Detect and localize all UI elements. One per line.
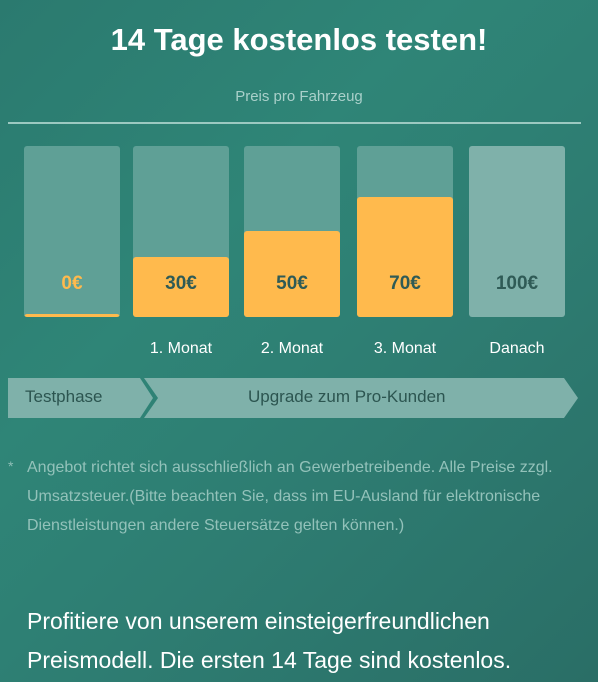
month-label-2: 2. Monat (260, 340, 324, 357)
price-label: 0€ (61, 273, 83, 294)
promo-text: Profitiere von unserem einsteigerfreundl… (27, 608, 512, 673)
phase-arrow-shapes (8, 378, 578, 418)
phase-arrow-trial (8, 378, 153, 418)
price-bar-after: 100€ (469, 146, 565, 317)
phase-label-upgrade: Upgrade zum Pro-Kunden (248, 387, 446, 406)
month-label-3: 3. Monat (373, 340, 437, 357)
price-bar-month-2: 50€ (244, 146, 340, 317)
divider (8, 122, 581, 124)
price-bar-fill (24, 314, 120, 317)
price-bar-fill (133, 257, 229, 317)
price-bars: 0€ 30€ 50€ 70€ 100€ (0, 146, 598, 318)
footnote-marker: * (8, 458, 14, 474)
price-bar-month-3: 70€ (357, 146, 453, 317)
price-label: 70€ (389, 273, 421, 294)
page-title: 14 Tage kostenlos testen! (110, 22, 488, 57)
price-bar-trial: 0€ (24, 146, 120, 317)
footnote-text: Angebot richtet sich ausschließlich an G… (27, 459, 553, 534)
price-label: 100€ (495, 273, 539, 294)
price-bar-fill (244, 231, 340, 317)
phase-arrow-upgrade (144, 378, 578, 418)
price-bar-fill (357, 197, 453, 317)
phase-label-trial: Testphase (25, 387, 103, 406)
price-subtitle: Preis pro Fahrzeug (235, 88, 363, 105)
month-labels: 1. Monat 2. Monat 3. Monat Danach (0, 340, 598, 360)
month-label-1: 1. Monat (149, 340, 213, 357)
price-bar-month-1: 30€ (133, 146, 229, 317)
phase-arrows: Testphase Upgrade zum Pro-Kunden (0, 378, 598, 418)
month-label-after: Danach (489, 340, 545, 357)
price-label: 30€ (165, 273, 197, 294)
price-label: 50€ (276, 273, 308, 294)
